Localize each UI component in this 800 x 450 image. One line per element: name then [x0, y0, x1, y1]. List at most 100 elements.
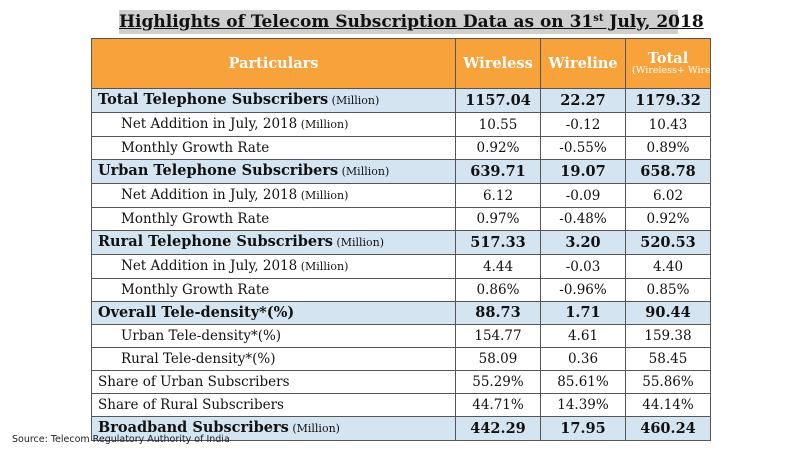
- cell-total: 0.92%: [625, 207, 711, 231]
- cell-wireline: 4.61: [540, 324, 626, 348]
- cell-total: 55.86%: [625, 370, 711, 394]
- header-wireless: Wireless: [455, 38, 541, 89]
- row-unit: (Million): [297, 260, 349, 273]
- cell-total: 44.14%: [625, 393, 711, 417]
- cell-total: 0.85%: [625, 278, 711, 302]
- cell-total: 6.02: [625, 183, 711, 208]
- source-note: Source: Telecom Regulatory Authority of …: [12, 434, 230, 445]
- cell-wireline: 3.20: [540, 230, 626, 255]
- cell-wireless: 639.71: [455, 159, 541, 184]
- cell-wireless: 10.55: [455, 112, 541, 137]
- cell-wireless: 154.77: [455, 324, 541, 348]
- cell-wireline: 22.27: [540, 88, 626, 113]
- title-banner: Highlights of Telecom Subscription Data …: [119, 10, 704, 34]
- cell-wireless: 0.86%: [455, 278, 541, 302]
- cell-total: 1179.32: [625, 88, 711, 113]
- cell-wireline: -0.48%: [540, 207, 626, 231]
- cell-wireline: -0.12: [540, 112, 626, 137]
- cell-total: 90.44: [625, 301, 711, 325]
- row-label-text: Net Addition in July, 2018: [121, 258, 298, 274]
- cell-wireless: 442.29: [455, 416, 541, 441]
- cell-total: 10.43: [625, 112, 711, 137]
- cell-wireless: 55.29%: [455, 370, 541, 394]
- row-label-text: Share of Urban Subscribers: [98, 374, 290, 390]
- row-label: Rural Tele-density*(%): [91, 347, 456, 371]
- cell-wireline: -0.96%: [540, 278, 626, 302]
- row-unit: (Million): [297, 189, 349, 202]
- cell-total: 4.40: [625, 254, 711, 279]
- row-label-text: Rural Telephone Subscribers: [98, 233, 333, 250]
- row-label-text: Monthly Growth Rate: [121, 282, 270, 298]
- row-label: Share of Rural Subscribers: [91, 393, 456, 417]
- cell-wireline: 19.07: [540, 159, 626, 184]
- row-unit: (Million): [338, 165, 390, 178]
- row-label-text: Monthly Growth Rate: [121, 140, 270, 156]
- row-label: Urban Telephone Subscribers (Million): [91, 159, 456, 184]
- title-main: Highlights of Telecom Subscription Data …: [119, 12, 594, 32]
- cell-wireless: 4.44: [455, 254, 541, 279]
- cell-total: 58.45: [625, 347, 711, 371]
- row-label: Net Addition in July, 2018 (Million): [91, 112, 456, 137]
- row-label: Monthly Growth Rate: [91, 278, 456, 302]
- row-label: Net Addition in July, 2018 (Million): [91, 254, 456, 279]
- title-tail: July, 2018: [603, 12, 704, 32]
- row-label-text: Urban Telephone Subscribers: [98, 162, 339, 179]
- header-particulars: Particulars: [91, 38, 456, 89]
- cell-total: 460.24: [625, 416, 711, 441]
- row-label-text: Share of Rural Subscribers: [98, 397, 284, 413]
- table-row: Monthly Growth Rate 0.92% -0.55% 0.89%: [91, 136, 711, 160]
- table-body: Total Telephone Subscribers (Million) 115…: [91, 88, 711, 441]
- cell-wireless: 44.71%: [455, 393, 541, 417]
- cell-wireline: -0.09: [540, 183, 626, 208]
- table-row: Share of Rural Subscribers 44.71% 14.39% 44…: [91, 393, 711, 417]
- cell-total: 0.89%: [625, 136, 711, 160]
- row-unit: (Million): [288, 422, 340, 435]
- table-row: Total Telephone Subscribers (Million) 115…: [91, 88, 711, 113]
- cell-total: 658.78: [625, 159, 711, 184]
- row-label-text: Net Addition in July, 2018: [121, 116, 298, 132]
- cell-wireless: 6.12: [455, 183, 541, 208]
- header-total-label: Total: [647, 49, 689, 67]
- cell-wireline: 1.71: [540, 301, 626, 325]
- table-row: Net Addition in July, 2018 (Million) 6.12…: [91, 183, 711, 208]
- cell-wireless: 88.73: [455, 301, 541, 325]
- table-row: Broadband Subscribers (Million) 442.29 17.…: [91, 416, 711, 441]
- row-label: Broadband Subscribers (Million): [91, 416, 456, 441]
- table-row: Rural Tele-density*(%) 58.09 0.36 58.45: [91, 347, 711, 371]
- header-wireline: Wireline: [540, 38, 626, 89]
- cell-wireless: 1157.04: [455, 88, 541, 113]
- header-total-sublabel: (Wireless+ Wireline): [632, 64, 711, 76]
- cell-wireless: 0.92%: [455, 136, 541, 160]
- table-row: Urban Telephone Subscribers (Million) 639…: [91, 159, 711, 184]
- row-label: Total Telephone Subscribers (Million): [91, 88, 456, 113]
- cell-wireline: 0.36: [540, 347, 626, 371]
- cell-wireless: 517.33: [455, 230, 541, 255]
- table-row: Monthly Growth Rate 0.86% -0.96% 0.85%: [91, 278, 711, 302]
- cell-wireline: -0.03: [540, 254, 626, 279]
- table-row: Urban Tele-density*(%) 154.77 4.61 159.38: [91, 324, 711, 348]
- cell-wireless: 58.09: [455, 347, 541, 371]
- cell-total: 159.38: [625, 324, 711, 348]
- table-row: Net Addition in July, 2018 (Million) 10.5…: [91, 112, 711, 137]
- table-row: Overall Tele-density*(%) 88.73 1.71 90.44: [91, 301, 711, 325]
- row-label: Rural Telephone Subscribers (Million): [91, 230, 456, 255]
- table-header-row: Particulars Wireless Wireline Total (Wir…: [91, 38, 711, 89]
- row-label-text: Urban Tele-density*(%): [121, 328, 282, 344]
- row-label-text: Net Addition in July, 2018: [121, 187, 298, 203]
- table-row: Rural Telephone Subscribers (Million) 517…: [91, 230, 711, 255]
- table-row: Net Addition in July, 2018 (Million) 4.44…: [91, 254, 711, 279]
- row-label: Monthly Growth Rate: [91, 207, 456, 231]
- row-label: Overall Tele-density*(%): [91, 301, 456, 325]
- cell-total: 520.53: [625, 230, 711, 255]
- table-row: Monthly Growth Rate 0.97% -0.48% 0.92%: [91, 207, 711, 231]
- cell-wireline: 17.95: [540, 416, 626, 441]
- row-unit: (Million): [297, 118, 349, 131]
- cell-wireless: 0.97%: [455, 207, 541, 231]
- row-label-text: Overall Tele-density*(%): [98, 304, 295, 321]
- row-unit: (Million): [328, 94, 380, 107]
- row-label: Share of Urban Subscribers: [91, 370, 456, 394]
- row-unit: (Million): [332, 236, 385, 249]
- row-label-text: Monthly Growth Rate: [121, 211, 270, 227]
- row-label: Monthly Growth Rate: [91, 136, 456, 160]
- title-superscript: st: [593, 13, 604, 24]
